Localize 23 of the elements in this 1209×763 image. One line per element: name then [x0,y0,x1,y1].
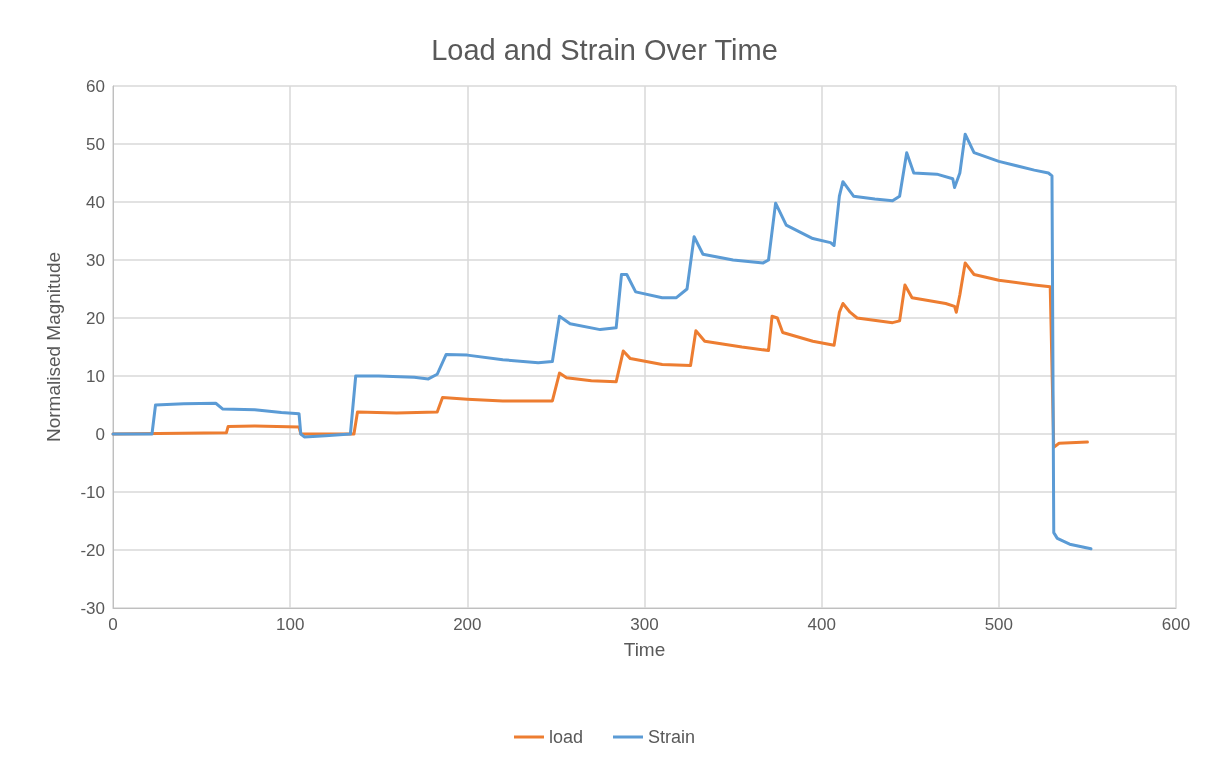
x-tick-label: 500 [984,615,1014,634]
y-axis-title: Normalised Magnitude [43,251,64,443]
x-tick-label: 400 [807,615,836,634]
x-tick-label: 300 [630,615,659,634]
y-tick-label: 10 [86,366,105,386]
y-tick-label: 0 [95,424,105,444]
x-tick-label: 600 [1161,615,1191,634]
x-tick-label: 200 [453,615,482,634]
x-axis-title: Time [623,639,666,660]
y-tick-label: 20 [86,308,105,328]
legend-label: Strain [648,727,696,747]
y-tick-label: -20 [80,540,105,560]
y-tick-label: -30 [80,598,105,618]
x-tick-label: 100 [275,615,305,634]
chart-title: Load and Strain Over Time [431,33,778,66]
legend-label: load [548,727,583,747]
y-tick-label: -10 [80,482,105,502]
x-tick-label: 0 [108,615,118,634]
y-tick-label: 40 [86,192,105,212]
y-tick-label: 60 [86,76,105,96]
y-tick-label: 30 [86,250,105,270]
line-series [111,132,1093,551]
y-tick-label: 50 [86,134,105,154]
